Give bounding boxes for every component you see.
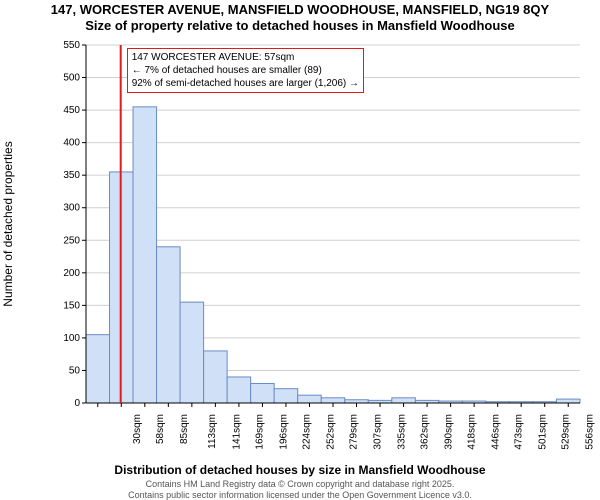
histogram-bar bbox=[556, 399, 580, 403]
x-tick-label: 418sqm bbox=[467, 414, 478, 450]
x-tick-label: 473sqm bbox=[514, 414, 525, 450]
x-tick-label: 556sqm bbox=[584, 414, 595, 450]
x-tick-label: 307sqm bbox=[373, 414, 384, 450]
footer-line-2: Contains public sector information licen… bbox=[0, 490, 600, 500]
x-axis-ticks: 30sqm 58sqm 85sqm 113sqm 141sqm 169sqm 196sqm 2… bbox=[56, 414, 586, 462]
histogram-bar bbox=[298, 395, 322, 403]
x-tick-label: 529sqm bbox=[561, 414, 572, 450]
x-tick-label: 58sqm bbox=[155, 414, 166, 444]
x-tick-label: 30sqm bbox=[132, 414, 143, 444]
svg-text:550: 550 bbox=[63, 40, 80, 51]
x-tick-label: 224sqm bbox=[302, 414, 313, 450]
histogram-bar bbox=[133, 106, 157, 402]
footer-line-1: Contains HM Land Registry data © Crown c… bbox=[0, 479, 600, 490]
svg-text:400: 400 bbox=[63, 137, 80, 148]
histogram-bar bbox=[392, 397, 416, 402]
svg-text:200: 200 bbox=[63, 267, 80, 278]
x-tick-label: 446sqm bbox=[490, 414, 501, 450]
svg-text:100: 100 bbox=[63, 332, 80, 343]
chart-title-block: 147, WORCESTER AVENUE, MANSFIELD WOODHOU… bbox=[0, 0, 600, 35]
histogram-bar bbox=[180, 302, 204, 403]
x-axis-label: Distribution of detached houses by size … bbox=[0, 463, 600, 477]
svg-text:0: 0 bbox=[74, 398, 80, 409]
histogram-bar bbox=[251, 383, 275, 403]
x-tick-label: 279sqm bbox=[349, 414, 360, 450]
x-tick-label: 169sqm bbox=[255, 414, 266, 450]
histogram-bar bbox=[86, 334, 110, 402]
x-tick-label: 335sqm bbox=[396, 414, 407, 450]
histogram-bar bbox=[204, 350, 228, 402]
y-axis-label: Number of detached properties bbox=[1, 141, 15, 306]
title-line-2: Size of property relative to detached ho… bbox=[0, 18, 600, 34]
chart-footer: Contains HM Land Registry data © Crown c… bbox=[0, 479, 600, 500]
svg-text:450: 450 bbox=[63, 105, 80, 116]
x-tick-label: 390sqm bbox=[443, 414, 454, 450]
x-tick-label: 501sqm bbox=[537, 414, 548, 450]
x-tick-label: 85sqm bbox=[179, 414, 190, 444]
x-tick-label: 252sqm bbox=[326, 414, 337, 450]
annotation-box: 147 WORCESTER AVENUE: 57sqm ← 7% of deta… bbox=[127, 48, 364, 93]
svg-text:250: 250 bbox=[63, 235, 80, 246]
svg-text:150: 150 bbox=[63, 300, 80, 311]
annotation-line-1: 147 WORCESTER AVENUE: 57sqm bbox=[132, 51, 359, 64]
x-tick-label: 141sqm bbox=[231, 414, 242, 450]
annotation-line-3: 92% of semi-detached houses are larger (… bbox=[132, 77, 359, 90]
svg-text:300: 300 bbox=[63, 202, 80, 213]
annotation-line-2: ← 7% of detached houses are smaller (89) bbox=[132, 64, 359, 77]
title-line-1: 147, WORCESTER AVENUE, MANSFIELD WOODHOU… bbox=[0, 2, 600, 18]
histogram-plot: 0 50 100 150 200 250 300 350 400 450 500 550 bbox=[56, 39, 586, 409]
histogram-bar bbox=[157, 246, 181, 402]
svg-text:500: 500 bbox=[63, 72, 80, 83]
svg-text:350: 350 bbox=[63, 170, 80, 181]
x-tick-label: 113sqm bbox=[207, 414, 218, 449]
histogram-bar bbox=[227, 376, 251, 402]
histogram-bar bbox=[321, 397, 345, 402]
chart-area: Number of detached properties 0501001502… bbox=[56, 39, 586, 409]
histogram-bar bbox=[274, 388, 298, 402]
x-tick-label: 196sqm bbox=[278, 414, 289, 450]
svg-text:50: 50 bbox=[69, 365, 81, 376]
x-tick-label: 362sqm bbox=[420, 414, 431, 450]
